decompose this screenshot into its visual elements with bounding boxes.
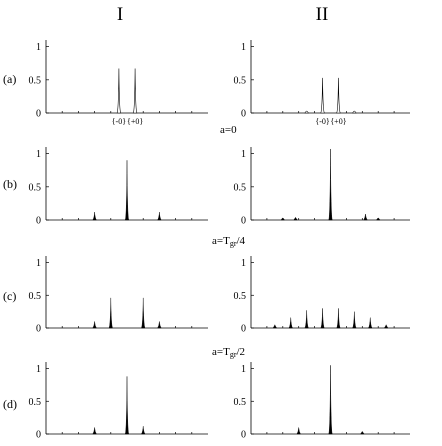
data-peak [272,324,278,329]
data-peak [280,217,285,221]
data-peak [376,217,381,221]
condition-main: a=T [212,346,230,358]
y-tick-label: 1 [241,258,246,269]
y-tick-label: 1 [241,149,246,160]
peak-order-label: {-0} [315,117,330,126]
data-peak [116,68,122,114]
column-heading-i: I [117,4,123,25]
condition-label-a0: a=0 [220,124,237,136]
row-label-d: (d) [3,397,17,411]
data-peak [296,427,301,435]
y-tick-label: 0.5 [234,75,247,86]
condition-main: a=T [212,235,230,247]
data-peak [157,212,162,221]
data-peak [108,297,113,329]
peak-order-label: {+0} [330,117,346,126]
y-tick-label: 0 [36,324,41,335]
y-tick-label: 0.5 [234,291,247,302]
data-peak [124,160,130,221]
data-peak [124,376,130,435]
condition-label-tgr4: a=Tgr/4 [212,235,246,248]
data-peak [157,321,162,329]
y-tick-label: 1 [36,149,41,160]
chart-panel: 00.51 [234,256,410,335]
data-peak [304,310,309,329]
y-tick-label: 0 [241,216,246,227]
data-peak [92,212,97,221]
data-peak [352,311,357,329]
chart-panel: 00.51 [234,362,410,441]
y-tick-label: 0.5 [29,397,42,408]
y-tick-label: 0 [241,109,246,120]
chart-panels: 00.51{-0} {+0}00.51{-0} {+0}00.5100.5100.5… [29,40,410,441]
y-tick-label: 0.5 [234,182,247,193]
data-peak [383,324,389,329]
data-peak [304,110,310,114]
y-tick-label: 0 [241,324,246,335]
chart-panel: 0 0.5 1 {-0} {+0} [29,40,208,126]
row-label-b: (b) [3,177,17,191]
y-tick-label: 0.5 [29,291,42,302]
data-peak [336,77,341,114]
condition-tail: /2 [236,346,245,358]
y-tick-label: 0 [36,430,41,441]
data-peak [328,148,333,221]
peak-order-label: {+0} [127,117,143,126]
condition-subscript: gr [230,239,237,248]
y-tick-label: 0.5 [234,397,247,408]
data-peak [320,308,325,329]
data-peak [368,317,373,329]
data-peak [360,431,365,435]
data-peak [293,216,298,221]
data-peak [141,426,146,435]
chart-panel: 0 0.5 1 {-0} {+0} [234,40,410,126]
chart-panel: 00.51 [29,256,208,335]
condition-subscript: gr [230,350,237,359]
data-peak [92,427,97,435]
y-tick-label: 0 [36,216,41,227]
chart-panel: 00.51 [234,147,410,227]
data-peak [336,308,341,329]
y-tick-label: 1 [36,258,41,269]
data-peak [132,68,138,114]
condition-label-tgr2: a=Tgr/2 [212,346,245,359]
data-peak [328,365,333,435]
chart-panel: 00.51 [29,147,208,227]
y-tick-label: 1 [241,364,246,375]
y-tick-label: 1 [36,42,41,53]
data-peak [141,297,146,329]
peak-order-label: {-0} [112,117,127,126]
column-heading-ii: II [316,4,329,25]
data-peak [351,110,357,114]
data-peak [288,317,293,329]
y-tick-label: 1 [241,42,246,53]
data-peak [363,214,368,221]
data-peak [320,77,325,114]
row-label-a: (a) [3,72,16,86]
y-tick-label: 0.5 [29,75,42,86]
y-tick-label: 0 [241,430,246,441]
chart-panel: 00.51 [29,362,208,441]
y-tick-label: 1 [36,364,41,375]
y-tick-label: 0.5 [29,182,42,193]
data-peak [92,321,97,329]
condition-tail: /4 [236,235,245,247]
y-tick-label: 0 [36,109,41,120]
row-label-c: (c) [3,289,16,303]
